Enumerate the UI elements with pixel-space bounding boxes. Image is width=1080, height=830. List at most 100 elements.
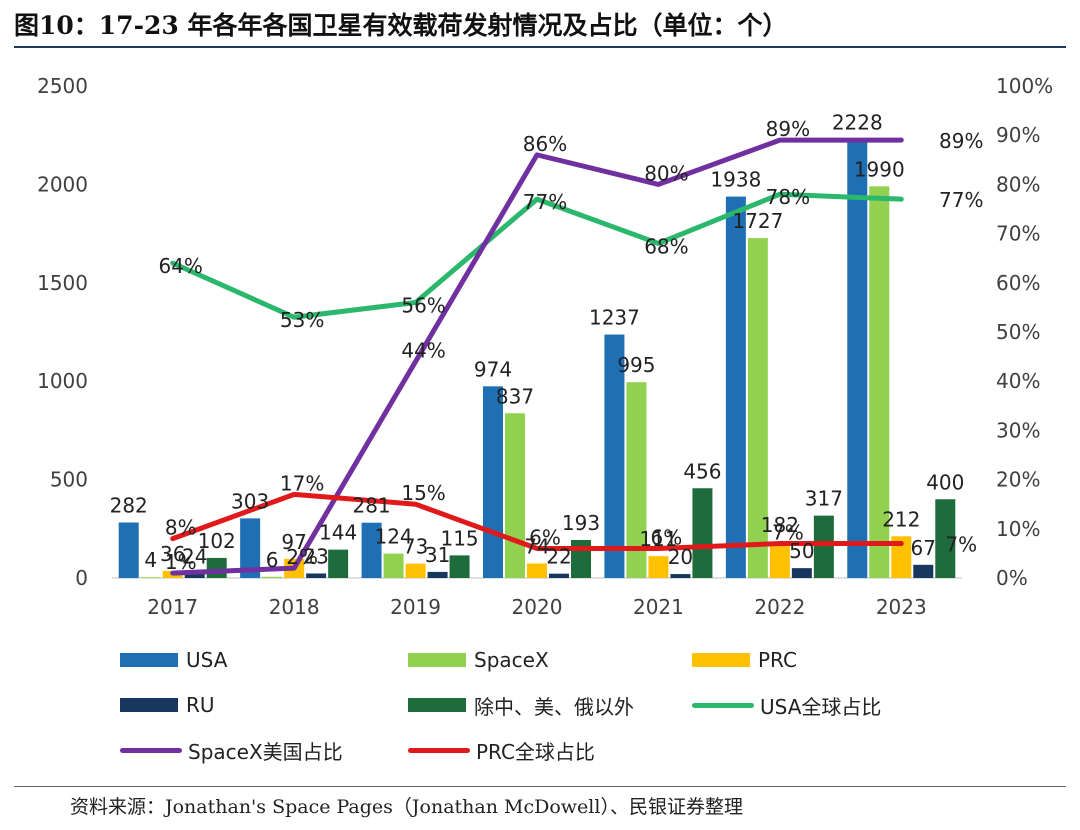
bar-3 [670, 574, 691, 578]
x-axis-tick: 2021 [633, 595, 684, 619]
bar-label-4: 193 [562, 511, 600, 535]
bar-label-1: 837 [496, 384, 534, 408]
bar-3 [913, 564, 934, 578]
bar-label-2: 74 [524, 534, 549, 558]
legend-label-prc: PRC [758, 648, 797, 672]
bar-0 [240, 518, 261, 578]
bar-label-0: 2228 [832, 111, 883, 135]
bar-label-1: 995 [617, 353, 655, 377]
legend-label-others: 除中、美、俄以外 [474, 694, 634, 719]
bar-label-1: 6 [266, 548, 279, 572]
bar-0 [118, 522, 139, 578]
bar-3 [184, 573, 205, 578]
bar-label-4: 144 [319, 521, 357, 545]
line-label-0: 64% [158, 254, 202, 278]
x-axis-tick: 2023 [876, 595, 927, 619]
line-label-0: 68% [644, 234, 688, 258]
legend-swatch-spacex [408, 653, 466, 667]
bar-label-1: 124 [374, 525, 412, 549]
line-label-2: 15% [401, 481, 445, 505]
line-label-1: 89% [766, 117, 810, 141]
bar-2 [527, 563, 547, 578]
bar-label-3: 31 [425, 543, 450, 567]
line-series-1 [170, 137, 904, 576]
legend-label-spacex: SpaceX [474, 648, 549, 672]
x-axis-tick: 2017 [147, 595, 198, 619]
bar-4 [935, 499, 956, 578]
bar-label-1: 4 [144, 548, 157, 572]
legend-item-prc: PRC [692, 640, 797, 680]
figure-title: 图10：17-23 年各年各国卫星有效载荷发射情况及占比（单位：个） [14, 11, 788, 40]
bar-label-4: 115 [440, 526, 478, 550]
bar-1 [383, 553, 404, 578]
line-label-2: 6% [651, 525, 683, 549]
bar-2 [891, 536, 912, 578]
bar-label-2: 36 [160, 542, 185, 566]
y-axis-right-tick: 60% [996, 271, 1040, 295]
bar-0 [847, 139, 868, 578]
y-axis-left-tick: 1000 [37, 369, 88, 393]
line-series-2 [170, 491, 904, 551]
y-axis-left-tick: 500 [50, 468, 88, 492]
bar-label-3: 23 [303, 544, 328, 568]
line-label-2: 7% [945, 533, 977, 557]
bar-4 [813, 515, 834, 578]
y-axis-right-tick: 30% [996, 418, 1040, 442]
bar-4 [571, 540, 591, 578]
bar-1 [747, 238, 768, 578]
legend-item-usa: USA [120, 640, 227, 680]
y-axis-right-tick: 80% [996, 172, 1040, 196]
y-axis-right-tick: 10% [996, 517, 1040, 541]
bar-1 [140, 577, 161, 578]
bar-label-0: 1938 [710, 168, 761, 192]
line-label-1: 44% [401, 339, 445, 363]
bar-0 [483, 386, 503, 578]
legend-item-spacex: SpaceX [408, 640, 549, 680]
legend-label-spacex-usa-share: SpaceX美国占比 [188, 739, 343, 764]
bar-4 [449, 555, 470, 578]
line-label-0: 77% [939, 188, 983, 212]
bar-2 [769, 542, 790, 578]
line-label-0: 78% [766, 185, 810, 209]
bar-0 [361, 522, 382, 578]
bar-label-4: 400 [926, 470, 964, 494]
legend-line-spacex-usa-share [120, 747, 182, 753]
bar-3 [427, 571, 448, 578]
bar-label-0: 974 [474, 357, 512, 381]
line-label-1: 86% [523, 132, 567, 156]
bar-label-3: 24 [182, 544, 207, 568]
bar-label-1: 1990 [854, 157, 905, 181]
x-axis-tick: 2020 [512, 595, 563, 619]
line-label-1: 1% [165, 550, 197, 574]
line-label-2: 17% [280, 471, 324, 495]
bar-3 [306, 573, 327, 578]
y-axis-left-tick: 2500 [37, 74, 88, 98]
bar-label-2: 73 [403, 535, 428, 559]
legend-item-spacex-usa-share: SpaceX美国占比 [120, 730, 343, 770]
x-axis-tick: 2022 [754, 595, 805, 619]
y-axis-left-tick: 1500 [37, 271, 88, 295]
x-axis-tick: 2018 [269, 595, 320, 619]
legend-label-usa-global-share: USA全球占比 [760, 694, 882, 719]
legend-item-usa-global-share: USA全球占比 [692, 685, 881, 725]
legend-item-ru: RU [120, 685, 215, 725]
bar-label-3: 20 [668, 545, 693, 569]
y-axis-right-tick: 70% [996, 222, 1040, 246]
bar-4 [206, 557, 227, 578]
legend-label-prc-global-share: PRC全球占比 [476, 739, 595, 764]
chart-area: 0 500 1000 1500 2000 2500 0% 10% 20% 30% 40% 50% 60%… [37, 74, 1053, 619]
legend-swatch-ru [120, 698, 178, 712]
y-axis-left-tick: 0 [75, 566, 88, 590]
y-axis-right-tick: 100% [996, 74, 1053, 98]
line-label-2: 7% [772, 521, 804, 545]
bar-label-3: 50 [789, 539, 814, 563]
bar-label-0: 303 [231, 489, 269, 513]
bar-3 [549, 573, 569, 578]
line-label-1: 80% [644, 161, 688, 185]
y-axis-right-tick: 20% [996, 468, 1040, 492]
legend-swatch-prc [692, 653, 750, 667]
bar-label-4: 102 [198, 529, 236, 553]
y-axis-right-tick: 90% [996, 123, 1040, 147]
bar-3 [791, 568, 812, 578]
bar-label-2: 212 [882, 507, 920, 531]
